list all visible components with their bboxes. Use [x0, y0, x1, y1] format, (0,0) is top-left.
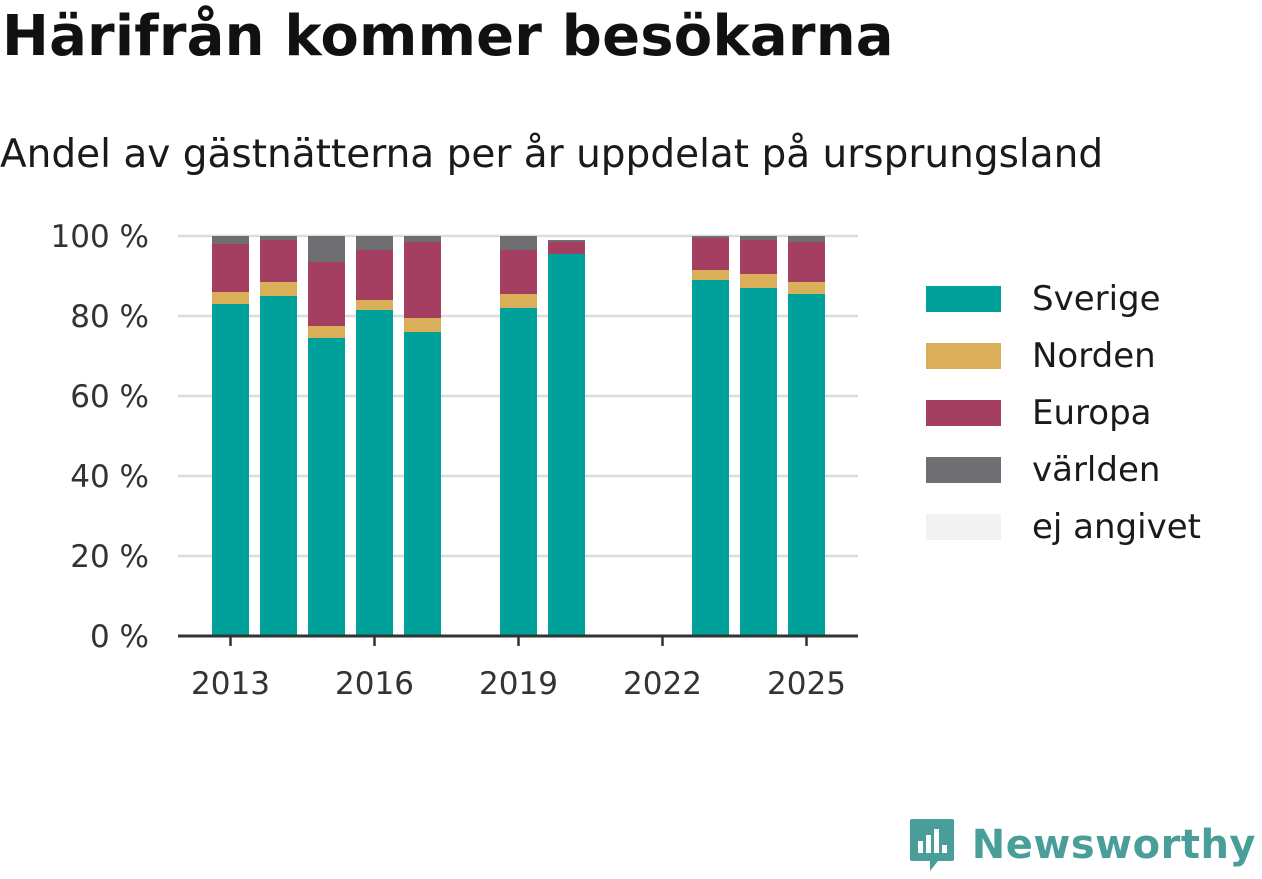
newsworthy-logo-text: Newsworthy [971, 822, 1256, 868]
legend-item-sverige: Sverige [926, 270, 1201, 327]
x-tick-label: 2022 [623, 666, 702, 702]
bar-segment-europa [548, 242, 585, 254]
bar-segment-europa [212, 244, 249, 292]
bar-segment-norden [212, 292, 249, 304]
chart-subtitle: Andel av gästnätterna per år uppdelat på… [0, 132, 1104, 177]
legend: Sverige Norden Europa världen ej angivet [926, 270, 1201, 555]
bar-segment-europa [692, 238, 729, 270]
bar-segment-norden [356, 300, 393, 310]
bar-segment-v-rlden [500, 236, 537, 250]
bar-segment-v-rlden [404, 236, 441, 242]
bar-segment-v-rlden [548, 240, 585, 242]
x-tick-label: 2025 [767, 666, 846, 702]
legend-item-europa: Europa [926, 384, 1201, 441]
legend-label-europa: Europa [1032, 392, 1152, 433]
bar-segment-sverige [548, 254, 585, 636]
bar-segment-europa [740, 240, 777, 274]
legend-swatch-europa [926, 399, 1001, 426]
y-tick-label: 80 % [70, 299, 149, 335]
chart-title: Härifrån kommer besökarna [2, 4, 894, 69]
bar-segment-europa [260, 240, 297, 282]
bar-segment-v-rlden [308, 236, 345, 262]
bar-segment-sverige [260, 296, 297, 636]
bar-segment-norden [260, 282, 297, 296]
bar-segment-norden [740, 274, 777, 288]
legend-label-norden: Norden [1032, 335, 1156, 376]
y-tick-label: 40 % [70, 459, 149, 495]
axes: 0 % 20 % 40 % 60 % 80 % 100 % 2013 2016 2019 2022… [51, 219, 858, 702]
bar-segment-v-rlden [788, 236, 825, 242]
bar-segment-europa [404, 242, 441, 318]
x-tick-label: 2013 [191, 666, 270, 702]
bar-segment-v-rlden [692, 236, 729, 238]
bar-segment-europa [500, 250, 537, 294]
legend-label-sverige: Sverige [1032, 278, 1161, 319]
bar-segment-europa [308, 262, 345, 326]
legend-item-ej-angivet: ej angivet [926, 498, 1201, 555]
legend-swatch-norden [926, 342, 1001, 369]
legend-swatch-ej-angivet [926, 513, 1001, 540]
x-tick-label: 2016 [335, 666, 414, 702]
bar-segment-v-rlden [212, 236, 249, 244]
bar-segment-norden [692, 270, 729, 280]
bar-segment-sverige [212, 304, 249, 636]
bar-segment-norden [404, 318, 441, 332]
y-tick-label: 20 % [70, 539, 149, 575]
y-tick-label: 0 % [90, 619, 149, 655]
bar-segment-v-rlden [740, 236, 777, 240]
legend-swatch-sverige [926, 285, 1001, 312]
y-tick-label: 60 % [70, 379, 149, 415]
bar-segment-norden [788, 282, 825, 294]
newsworthy-logo-icon [909, 819, 954, 871]
legend-item-norden: Norden [926, 327, 1201, 384]
bar-segment-norden [308, 326, 345, 338]
bars [212, 236, 825, 636]
y-tick-label: 100 % [51, 219, 149, 255]
bar-segment-v-rlden [260, 236, 297, 240]
bar-segment-europa [356, 250, 393, 300]
x-tick-label: 2019 [479, 666, 558, 702]
legend-item-varlden: världen [926, 441, 1201, 498]
bar-segment-sverige [500, 308, 537, 636]
newsworthy-logo[interactable]: Newsworthy [908, 817, 1256, 873]
bar-segment-norden [500, 294, 537, 308]
bar-segment-v-rlden [356, 236, 393, 250]
bar-segment-sverige [404, 332, 441, 636]
legend-swatch-varlden [926, 456, 1001, 483]
legend-label-varlden: världen [1032, 449, 1161, 490]
bar-segment-sverige [788, 294, 825, 636]
bar-segment-sverige [356, 310, 393, 636]
bar-segment-sverige [308, 338, 345, 636]
bar-segment-sverige [740, 288, 777, 636]
bar-segment-europa [788, 242, 825, 282]
bar-segment-sverige [692, 280, 729, 636]
legend-label-ej-angivet: ej angivet [1032, 506, 1201, 547]
